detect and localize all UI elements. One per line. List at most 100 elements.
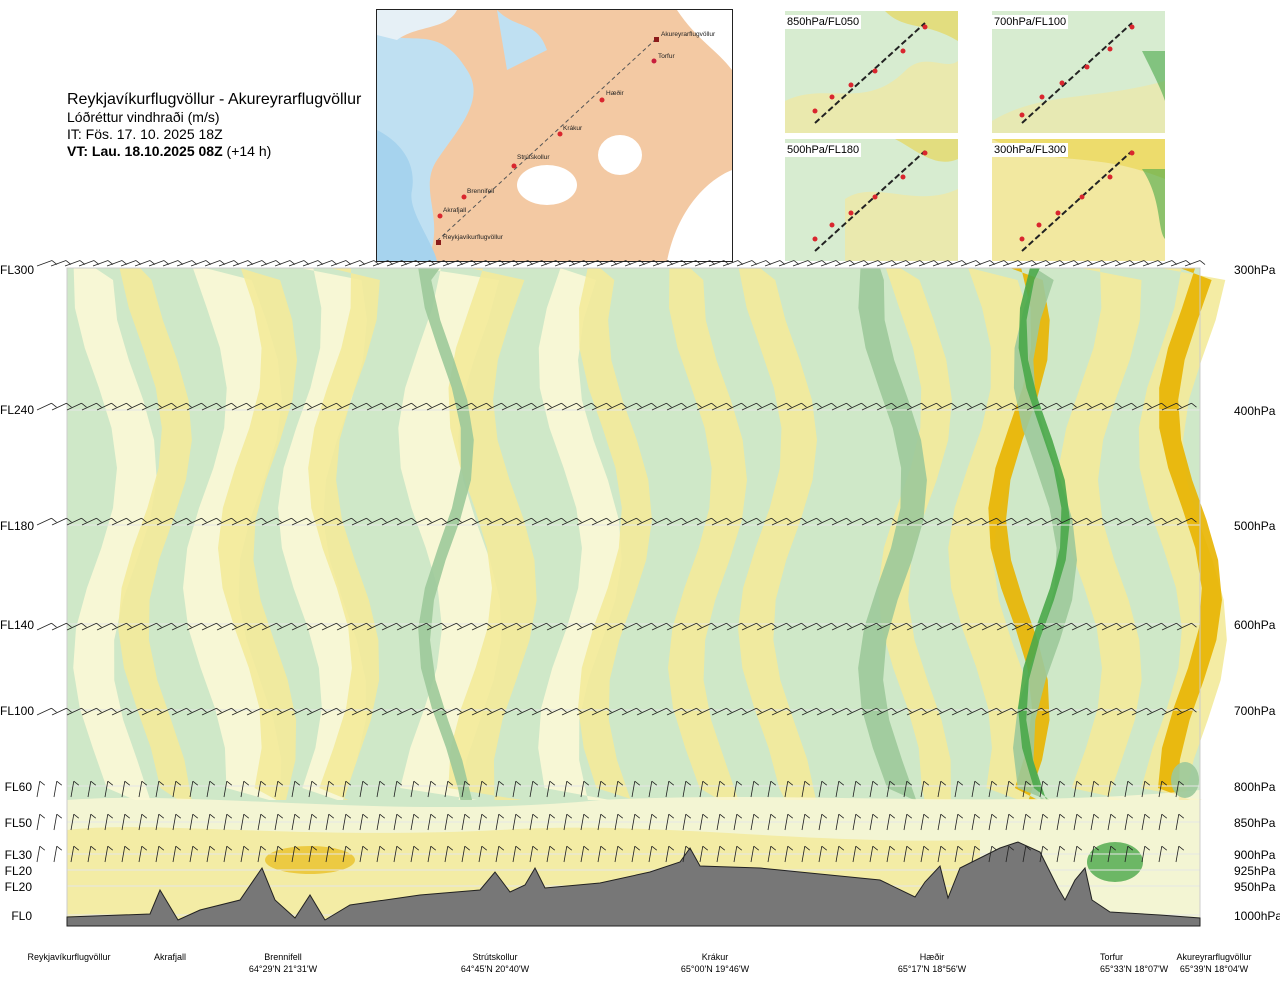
wind-barb-feather (996, 707, 1002, 713)
wind-barb (121, 846, 126, 863)
wind-barb-feather (668, 813, 675, 819)
wind-barb (831, 622, 847, 631)
wind-barb-feather (583, 780, 590, 786)
level-map-850[interactable]: 850hPa/FL050 (785, 11, 958, 133)
wind-barb-feather (1042, 845, 1049, 851)
wind-barb (96, 622, 112, 631)
wind-barb (801, 622, 817, 631)
wind-barb-feather (861, 707, 867, 713)
wind-barb-feather (107, 845, 114, 851)
wind-barb-feather (651, 402, 657, 408)
wind-barb (771, 517, 787, 526)
wind-barb-feather (681, 402, 687, 408)
wind-barb (456, 260, 473, 267)
wind-barb-feather (81, 622, 87, 628)
wind-barb-feather (243, 813, 250, 819)
wind-barb-feather (306, 707, 312, 713)
wind-barb (665, 814, 670, 831)
wind-barb-feather (261, 402, 267, 408)
wind-barb (396, 622, 412, 631)
wind-barb-feather (753, 845, 760, 851)
wind-barb (834, 260, 851, 267)
wind-barb-feather (617, 780, 624, 786)
wind-barb-feather (801, 707, 807, 713)
wind-barb-feather (246, 622, 252, 628)
y-right-label: 925hPa (1234, 864, 1276, 878)
wind-barb-feather (156, 402, 162, 408)
wind-barb-feather (532, 813, 539, 819)
wind-barb (1030, 260, 1047, 267)
wind-barb (456, 707, 472, 716)
wind-barb (50, 260, 67, 267)
wind-barb-feather (936, 622, 942, 628)
wind-barb-feather (576, 622, 582, 628)
wind-barb-feather (1144, 780, 1151, 786)
level-map-700[interactable]: 700hPa/FL100 (992, 11, 1165, 133)
wind-barb (1175, 814, 1180, 831)
parameter-label: Lóðréttur vindhraði (m/s) (67, 109, 220, 125)
wind-barb-feather (872, 780, 879, 786)
wind-barb (1005, 781, 1010, 798)
wind-barb (681, 707, 697, 716)
wind-barb-feather (736, 845, 743, 851)
wind-barb (651, 517, 667, 526)
wind-barb-feather (966, 402, 972, 408)
wind-barb (531, 517, 547, 526)
wind-barb-feather (277, 845, 284, 851)
wind-barb (648, 846, 653, 863)
title-block: Reykjavíkurflugvöllur - Akureyrarflugvöl… (67, 90, 361, 160)
wind-barb (1184, 260, 1201, 267)
wind-barb-feather (201, 707, 207, 713)
y-left-label: FL180 (0, 519, 35, 533)
wind-barb-feather (711, 517, 717, 523)
wind-barb (1107, 814, 1112, 831)
wind-barb (201, 402, 217, 411)
wind-barb (51, 517, 67, 526)
wind-barb (786, 517, 802, 526)
wind-barb (771, 707, 787, 716)
wind-barb (722, 260, 739, 267)
wind-barb (201, 707, 217, 716)
wind-barb (257, 846, 262, 863)
wind-barb-feather (379, 845, 386, 851)
wind-barb (206, 814, 211, 831)
wind-barb (359, 781, 364, 798)
wind-barb (1116, 622, 1132, 631)
wind-barb (1039, 781, 1044, 798)
wind-barb (376, 846, 381, 863)
wind-barb (126, 622, 142, 631)
wind-barb (597, 846, 602, 863)
wind-barb-feather (1093, 780, 1100, 786)
wind-barb (801, 707, 817, 716)
wind-barb (400, 260, 417, 267)
y-right-label: 800hPa (1234, 780, 1276, 794)
wind-barb-feather (158, 845, 165, 851)
wind-barb-feather (124, 845, 131, 851)
station-coord: 65°39'N 18°04'W (1179, 964, 1249, 974)
wind-barb (1086, 622, 1102, 631)
wind-barb (903, 846, 908, 863)
wind-barb (988, 846, 993, 863)
wind-barb-feather (838, 845, 845, 851)
wind-barb (529, 781, 534, 798)
wind-barb-feather (1101, 707, 1107, 713)
wind-barb-feather (831, 402, 837, 408)
level-map-500[interactable]: 500hPa/FL180 (785, 139, 958, 261)
wind-barb-feather (566, 813, 573, 819)
wind-barb (820, 260, 837, 267)
wind-barb (1146, 707, 1162, 716)
wind-barb (726, 517, 742, 526)
wind-barb-feather (1176, 622, 1182, 628)
wind-barb-feather (861, 622, 867, 628)
wind-barb (1016, 260, 1033, 267)
wind-barb (501, 622, 517, 631)
station-name: Brennifell (264, 952, 302, 962)
wind-barb (478, 781, 483, 798)
wind-barb-feather (821, 780, 828, 786)
wind-barb-feather (923, 845, 930, 851)
level-map-300[interactable]: 300hPa/FL300 (992, 139, 1165, 261)
wind-barb-feather (90, 780, 97, 786)
wind-barb-feather (719, 780, 726, 786)
wind-barb (1086, 402, 1102, 411)
wind-barb (651, 622, 667, 631)
